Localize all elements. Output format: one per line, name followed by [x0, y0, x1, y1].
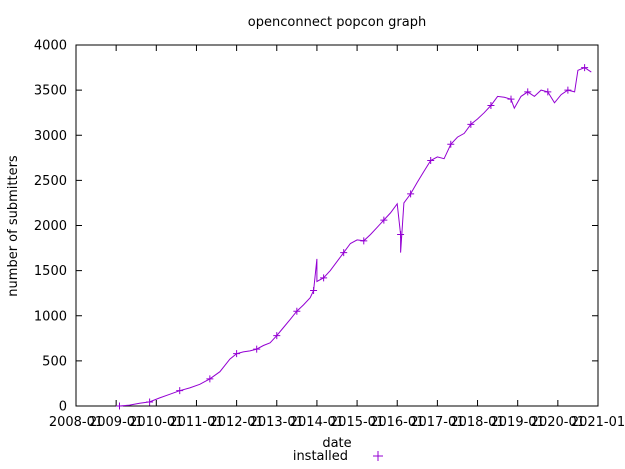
data-point-marker — [360, 237, 368, 245]
data-point-marker — [310, 286, 318, 294]
data-point-marker — [427, 157, 435, 165]
y-tick-label: 500 — [42, 354, 67, 369]
data-point-marker — [206, 375, 214, 383]
y-tick-label: 3000 — [34, 129, 67, 144]
y-tick-label: 1000 — [34, 309, 67, 324]
legend: installed — [293, 449, 383, 464]
legend-plus-marker — [373, 451, 383, 461]
data-point-marker — [581, 64, 589, 72]
data-point-marker — [487, 101, 495, 109]
x-tick-label: 2008-01 — [49, 415, 103, 430]
data-point-marker — [116, 402, 123, 410]
data-point-marker — [524, 88, 532, 96]
series-line-installed — [119, 67, 592, 407]
data-point-marker — [380, 216, 388, 224]
x-tick-label: 2010-01 — [129, 415, 183, 430]
data-point-marker — [397, 231, 405, 239]
x-tick-label: 2011-01 — [169, 415, 223, 430]
x-tick-label: 2009-01 — [89, 415, 143, 430]
x-tick-label: 2016-01 — [370, 415, 424, 430]
x-tick-label: 2017-01 — [410, 415, 464, 430]
legend-label-installed: installed — [293, 449, 348, 464]
chart-title: openconnect popcon graph — [248, 15, 426, 30]
data-point-marker — [320, 274, 328, 282]
y-tick-label: 1500 — [34, 264, 67, 279]
x-tick-label: 2014-01 — [290, 415, 344, 430]
series-group — [116, 64, 592, 410]
data-point-marker — [340, 249, 348, 257]
y-tick-label: 2000 — [34, 219, 67, 234]
data-point-marker — [407, 190, 415, 198]
legend-marker-installed — [373, 451, 383, 461]
y-axis-label: number of submitters — [6, 155, 21, 297]
x-axis-ticks: 2008-012009-012010-012011-012012-012013-… — [49, 45, 625, 430]
y-axis-ticks: 0 500 1000 1500 2000 2500 3000 3500 4000 — [34, 39, 598, 415]
data-point-marker — [507, 95, 515, 103]
data-point-marker — [544, 88, 552, 96]
data-point-marker — [467, 120, 475, 128]
x-tick-label: 2013-01 — [250, 415, 304, 430]
data-point-marker — [146, 398, 154, 406]
x-tick-label: 2021-01 — [571, 415, 625, 430]
data-point-marker — [293, 307, 301, 315]
x-tick-label: 2015-01 — [330, 415, 384, 430]
y-tick-label: 4000 — [34, 39, 67, 54]
data-point-marker — [253, 345, 261, 353]
x-axis-label: date — [322, 436, 351, 451]
data-point-marker — [176, 387, 184, 395]
data-point-marker — [273, 332, 281, 340]
data-point-marker — [447, 140, 455, 148]
y-tick-label: 2500 — [34, 174, 67, 189]
x-tick-label: 2018-01 — [450, 415, 504, 430]
data-point-marker — [564, 86, 572, 94]
y-tick-label: 0 — [59, 400, 67, 415]
x-tick-label: 2012-01 — [209, 415, 263, 430]
data-point-marker — [233, 350, 241, 358]
x-tick-label: 2020-01 — [531, 415, 585, 430]
y-tick-label: 3500 — [34, 84, 67, 99]
x-tick-label: 2019-01 — [491, 415, 545, 430]
